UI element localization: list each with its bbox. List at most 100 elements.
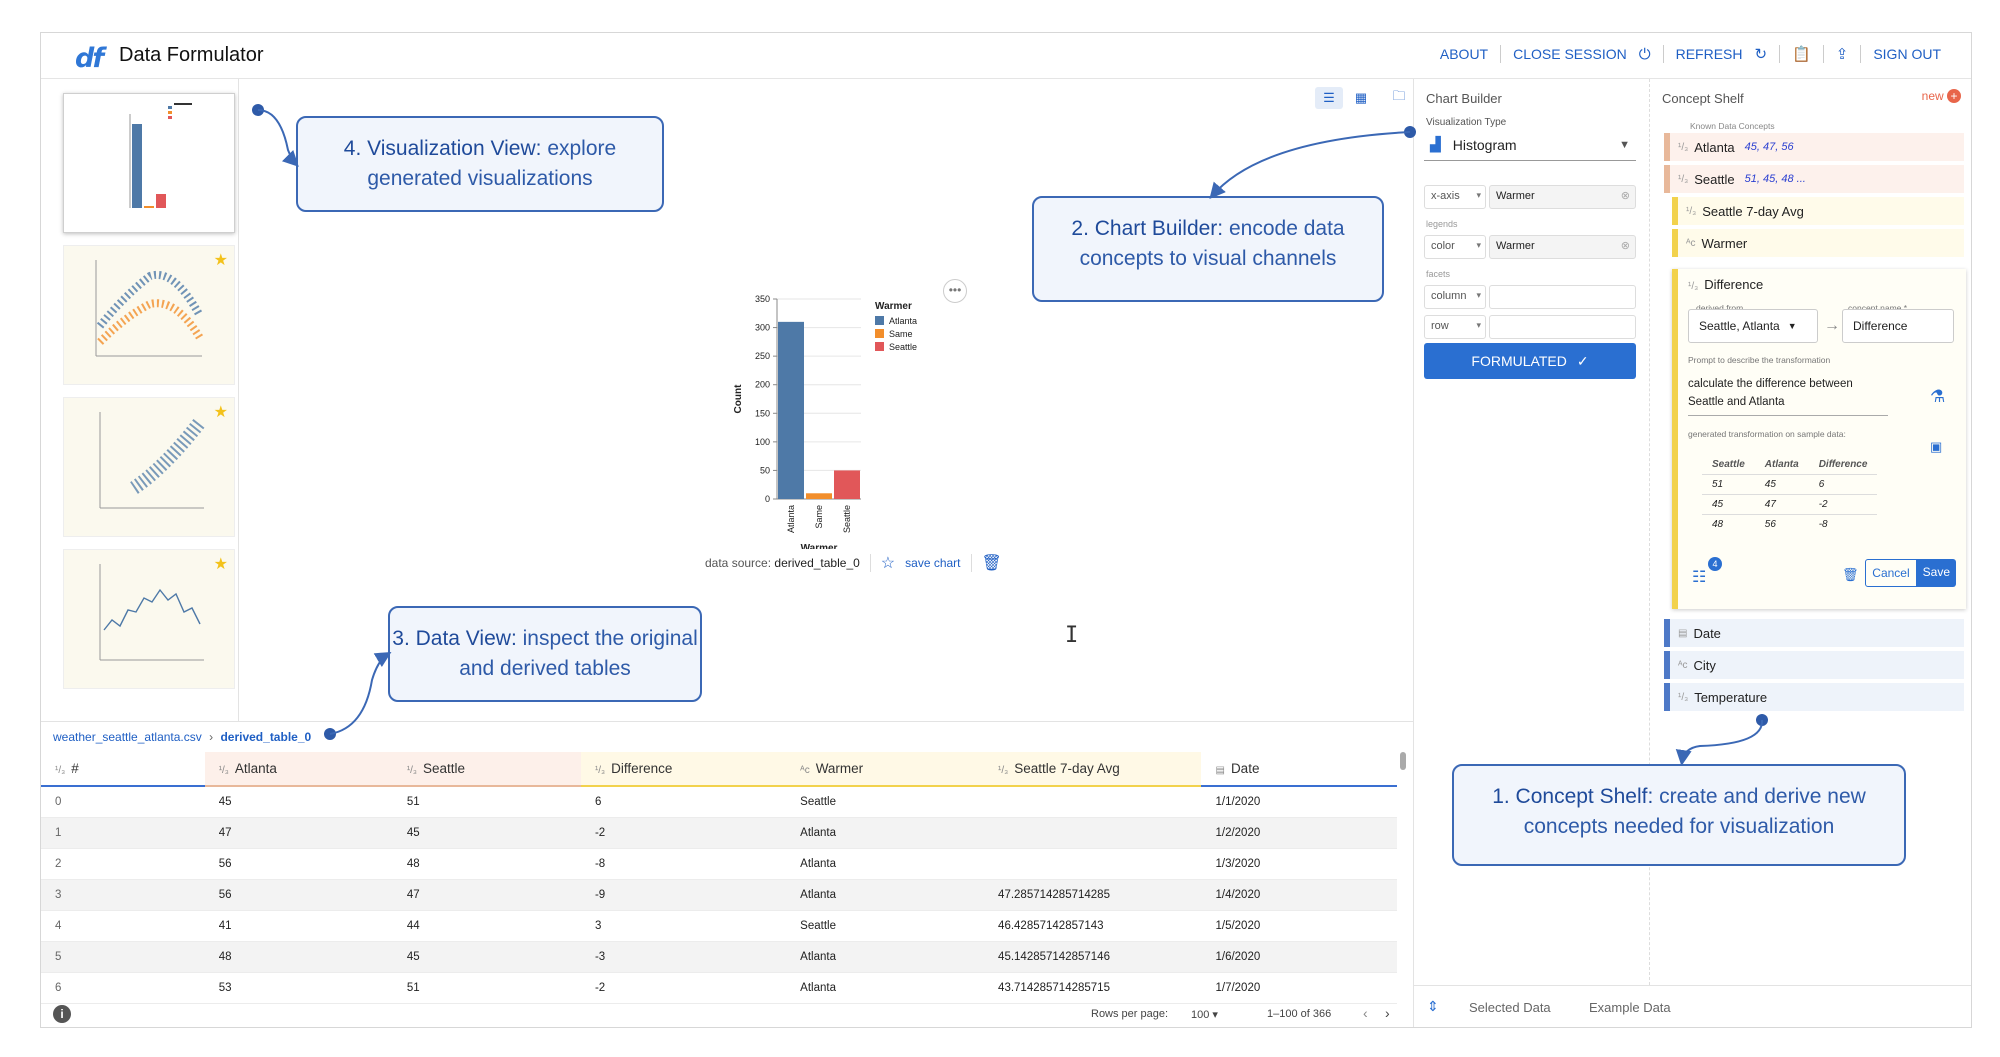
histogram-chart: 0 50 100 150 200 250 300 350 Atlanta Same Seattle W… — [733, 294, 917, 554]
grid-view-icon[interactable]: ▦ — [1354, 90, 1368, 105]
new-concept-button[interactable]: new + — [1922, 89, 1961, 103]
breadcrumb-current[interactable]: derived_table_0 — [220, 730, 312, 744]
column-header[interactable]: ▤ Date — [1201, 752, 1397, 787]
table-cell: 5 — [41, 941, 205, 973]
column-header[interactable]: ¹/₃ # — [41, 752, 205, 787]
example-data-tab[interactable]: Example Data — [1589, 1000, 1671, 1015]
about-button[interactable]: ABOUT — [1439, 46, 1489, 62]
x-axis-field[interactable]: Warmer ⊗ — [1489, 185, 1636, 209]
refresh-icon[interactable]: ↻ — [1754, 46, 1768, 63]
column-header[interactable]: ᴬc Warmer — [786, 752, 985, 787]
breadcrumb-root[interactable]: weather_seattle_atlanta.csv — [53, 730, 202, 744]
table-row[interactable]: 4 41 44 3 Seattle 46.42857142857143 1/5/2020 — [41, 910, 1397, 942]
refresh-button[interactable]: REFRESH — [1675, 46, 1743, 62]
rows-per-page-label: Rows per page: — [1091, 1008, 1169, 1020]
table-cell: -9 — [580, 879, 787, 911]
close-session-button[interactable]: CLOSE SESSION — [1513, 46, 1627, 62]
star-outline-icon[interactable]: ☆ — [880, 555, 896, 572]
data-source-label: data source: — [705, 556, 772, 570]
concept-name: Temperature — [1694, 689, 1768, 705]
column-header[interactable]: ¹/₃ Seattle — [392, 752, 581, 787]
delete-icon[interactable]: 🗑 — [1842, 567, 1859, 582]
thumbnail-histogram[interactable] — [63, 93, 235, 233]
viz-type-select[interactable]: ▟ Histogram ▼ — [1424, 129, 1636, 161]
table-row[interactable]: 1 47 45 -2 Atlanta 1/2/2020 — [41, 817, 1397, 849]
table-cell: 44 — [392, 910, 581, 942]
table-row[interactable]: 5 48 45 -3 Atlanta 45.14285714285714​6 1/6/202… — [41, 941, 1397, 973]
concept-name-input[interactable]: Difference — [1842, 309, 1954, 343]
table-cell: 47 — [392, 879, 581, 911]
save-chart-button[interactable]: save chart — [905, 556, 961, 570]
table-scrollbar[interactable] — [1399, 752, 1407, 1000]
expand-icon[interactable]: ⇕ — [1427, 998, 1439, 1014]
concept-date[interactable]: ▤ Date — [1664, 619, 1964, 647]
selected-data-tab[interactable]: Selected Data — [1469, 1000, 1551, 1015]
column-field[interactable] — [1489, 285, 1636, 309]
formulate-icon[interactable]: ⚗ — [1930, 387, 1946, 406]
star-icon[interactable]: ★ — [213, 556, 228, 573]
concept-temperature[interactable]: ¹/₃ Temperature — [1664, 683, 1964, 711]
row-field[interactable] — [1489, 315, 1636, 339]
clear-icon[interactable]: ⊗ — [1620, 240, 1630, 252]
row-channel[interactable]: row — [1424, 315, 1486, 339]
x-axis-encoding[interactable]: x-axis Warmer ⊗ — [1424, 185, 1636, 209]
star-icon[interactable]: ★ — [213, 252, 228, 269]
clipboard-icon[interactable]: 📋 — [1792, 46, 1811, 63]
table-row[interactable]: 3 56 47 -9 Atlanta 47.28571428571428​5 1/4/202… — [41, 879, 1397, 911]
concept-seattle-7day-avg[interactable]: ¹/₃ Seattle 7-day Avg — [1672, 197, 1964, 225]
bar — [806, 493, 832, 499]
x-axis-channel[interactable]: x-axis — [1424, 185, 1486, 209]
thumbnail-line-chart — [99, 564, 204, 661]
list-view-icon[interactable]: ☰ — [1315, 87, 1343, 109]
table-row[interactable]: 0 45 51 6 Seattle 1/1/2020 — [41, 786, 1397, 818]
concept-seattle[interactable]: ¹/₃ Seattle 51, 45, 48 ... — [1664, 165, 1964, 193]
clear-icon[interactable]: ⊗ — [1620, 190, 1630, 202]
table-row[interactable]: 6 53 51 -2 Atlanta 43.71428571428571​5 1/7/202… — [41, 972, 1397, 1004]
derived-from-select[interactable]: Seattle, Atlanta ▼ — [1688, 309, 1818, 343]
thumbnail-7day-avg-line[interactable]: ★ — [63, 549, 235, 689]
color-channel[interactable]: color — [1424, 235, 1486, 259]
power-icon[interactable]: ⏻ — [1638, 45, 1651, 63]
color-field[interactable]: Warmer ⊗ — [1489, 235, 1636, 259]
concept-atlanta[interactable]: ¹/₃ Atlanta 45, 47, 56 — [1664, 133, 1964, 161]
concept-card-title: ¹/₃ Difference — [1688, 277, 1763, 292]
add-icon: + — [1947, 89, 1961, 103]
chart-builder-title: Chart Builder — [1426, 91, 1502, 106]
column-header[interactable]: ¹/₃ Difference — [580, 752, 787, 787]
upload-icon[interactable]: ⇪ — [1835, 46, 1849, 63]
column-header[interactable]: ¹/₃ Atlanta — [204, 752, 393, 787]
code-icon[interactable]: ▣ — [1930, 439, 1943, 454]
cancel-button[interactable]: Cancel — [1865, 559, 1917, 587]
prompt-textarea[interactable]: calculate the difference between Seattle… — [1688, 375, 1888, 416]
column-header[interactable]: ¹/₃ Seattle 7-day Avg — [984, 752, 1202, 787]
y-tick-label: 300 — [755, 323, 770, 333]
info-icon[interactable]: i — [53, 1005, 71, 1023]
number-type-icon: ¹/₃ — [1678, 141, 1689, 153]
concept-city[interactable]: ᴬc City — [1664, 651, 1964, 679]
number-type-icon: ¹/₃ — [1686, 205, 1697, 217]
string-type-icon: ᴬc — [1678, 659, 1688, 671]
color-encoding[interactable]: color Warmer ⊗ — [1424, 235, 1636, 259]
sign-out-button[interactable]: SIGN OUT — [1873, 46, 1941, 62]
concept-warmer[interactable]: ᴬc Warmer — [1672, 229, 1964, 257]
column-encoding[interactable]: column — [1424, 285, 1636, 309]
thumbnail-temperature-scatter[interactable]: ★ — [63, 245, 235, 385]
column-channel[interactable]: column — [1424, 285, 1486, 309]
visualization-view: ☰ ▦ 🗀 0 50 100 150 200 250 300 350 Atlanta Same Se… — [239, 79, 1413, 721]
table-cell: Atlanta — [786, 817, 985, 849]
thumbnail-seattle-atlanta-scatter[interactable]: ★ — [63, 397, 235, 537]
prev-page-icon[interactable]: ‹ — [1363, 1005, 1368, 1021]
settings-icon[interactable]: ☷ — [1692, 569, 1707, 586]
star-icon[interactable]: ★ — [213, 404, 228, 421]
formulated-button[interactable]: FORMULATED ✓ — [1424, 343, 1636, 379]
table-cell: 6 — [580, 786, 787, 818]
row-encoding[interactable]: row — [1424, 315, 1636, 339]
concept-sample-values: 45, 47, 56 — [1744, 141, 1794, 153]
rows-per-page-select[interactable]: 100 ▾ — [1191, 1009, 1218, 1021]
next-page-icon[interactable]: › — [1385, 1005, 1390, 1021]
table-row[interactable]: 2 56 48 -8 Atlanta 1/3/2020 — [41, 848, 1397, 880]
delete-all-icon[interactable]: 🗀 — [1392, 88, 1406, 103]
chart-menu-icon[interactable]: ••• — [943, 279, 967, 303]
save-button[interactable]: Save — [1916, 559, 1956, 587]
delete-chart-icon[interactable]: 🗑 — [981, 555, 1002, 572]
